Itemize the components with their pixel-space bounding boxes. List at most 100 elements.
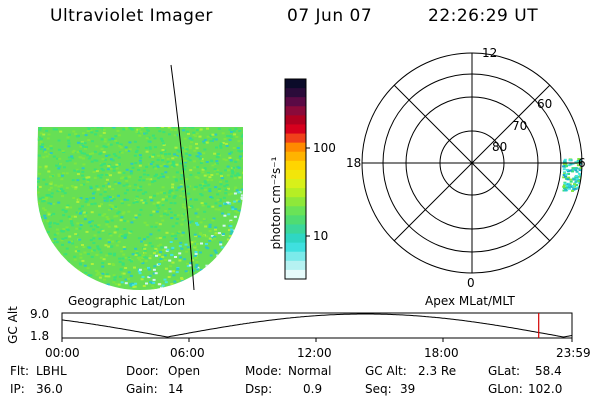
image-pixel [151, 285, 155, 288]
image-pixel [120, 151, 124, 154]
image-pixel [205, 264, 209, 267]
image-pixel [106, 172, 110, 175]
image-pixel [159, 191, 163, 194]
image-pixel [212, 269, 216, 271]
image-pixel [88, 221, 92, 223]
image-pixel [47, 277, 51, 280]
image-pixel [233, 252, 236, 254]
image-pixel [62, 214, 66, 217]
image-pixel [51, 241, 55, 244]
image-pixel [238, 289, 242, 290]
image-pixel [82, 273, 86, 276]
image-pixel [110, 137, 114, 140]
image-pixel [141, 257, 145, 259]
image-pixel [215, 146, 218, 149]
image-pixel [71, 151, 75, 154]
colorbar-band [285, 179, 306, 189]
image-pixel [163, 165, 167, 168]
image-pixel [219, 243, 223, 246]
image-pixel [46, 220, 50, 223]
image-pixel [76, 179, 80, 182]
image-pixel [109, 174, 112, 177]
image-pixel [84, 211, 88, 214]
image-pixel [116, 142, 119, 144]
image-pixel [240, 196, 243, 199]
image-pixel [225, 259, 229, 262]
image-pixel [114, 165, 118, 168]
image-pixel [213, 235, 217, 238]
image-pixel [180, 247, 184, 250]
image-pixel [52, 128, 56, 131]
image-pixel [43, 217, 47, 220]
image-pixel [175, 163, 179, 166]
polar-plot [361, 52, 587, 274]
image-pixel [168, 191, 172, 194]
image-pixel [207, 278, 211, 281]
image-pixel [228, 245, 232, 248]
image-pixel [188, 291, 191, 293]
image-pixel [83, 264, 87, 267]
image-pixel [157, 177, 161, 180]
image-pixel [125, 168, 129, 171]
aurora-pixel [584, 175, 587, 177]
image-pixel [197, 171, 201, 174]
image-pixel [122, 272, 126, 275]
image-pixel [143, 238, 146, 241]
image-pixel [127, 210, 131, 213]
image-pixel [92, 249, 96, 252]
image-pixel [165, 231, 169, 234]
image-pixel [50, 266, 54, 269]
image-pixel [117, 156, 121, 159]
image-pixel [240, 276, 243, 279]
door-label: Door: [126, 364, 159, 378]
image-pixel [167, 127, 171, 129]
image-pixel [105, 216, 109, 218]
image-pixel [138, 254, 142, 257]
aurora-pixel [579, 160, 582, 163]
image-pixel [102, 131, 106, 134]
image-pixel [42, 156, 46, 159]
image-pixel [237, 262, 241, 265]
image-pixel [187, 224, 191, 227]
image-pixel [244, 208, 247, 210]
aurora-pixel [583, 174, 586, 176]
image-pixel [222, 158, 226, 161]
image-pixel [106, 168, 110, 171]
image-pixel [200, 268, 203, 271]
image-pixel [220, 175, 223, 178]
image-pixel [137, 270, 141, 273]
image-pixel [175, 271, 179, 274]
image-pixel [173, 202, 177, 205]
image-pixel [189, 205, 193, 208]
image-pixel [191, 127, 195, 129]
image-pixel [93, 168, 97, 171]
image-pixel [161, 198, 165, 201]
image-pixel [67, 139, 71, 142]
image-pixel [222, 233, 225, 235]
aurora-pixel [565, 168, 569, 171]
image-pixel [140, 199, 144, 202]
image-pixel [195, 264, 199, 266]
image-pixel [108, 163, 112, 166]
image-pixel [212, 217, 216, 220]
image-pixel [143, 221, 147, 224]
image-pixel [110, 199, 114, 202]
image-pixel [115, 167, 119, 170]
image-pixel [206, 267, 210, 270]
image-pixel [139, 260, 143, 263]
image-pixel [204, 246, 208, 249]
dsp-value: 0.9 [303, 382, 323, 396]
image-pixel [92, 289, 95, 290]
image-pixel [69, 220, 73, 223]
aurora-pixel [578, 179, 582, 182]
image-pixel [237, 250, 241, 253]
image-pixel [169, 202, 173, 204]
image-pixel [246, 207, 249, 209]
image-pixel [204, 181, 208, 184]
image-pixel [155, 210, 159, 213]
image-pixel [237, 174, 241, 177]
image-pixel [227, 187, 230, 190]
image-pixel [166, 248, 170, 251]
image-pixel [149, 254, 153, 257]
image-pixel [39, 272, 43, 275]
